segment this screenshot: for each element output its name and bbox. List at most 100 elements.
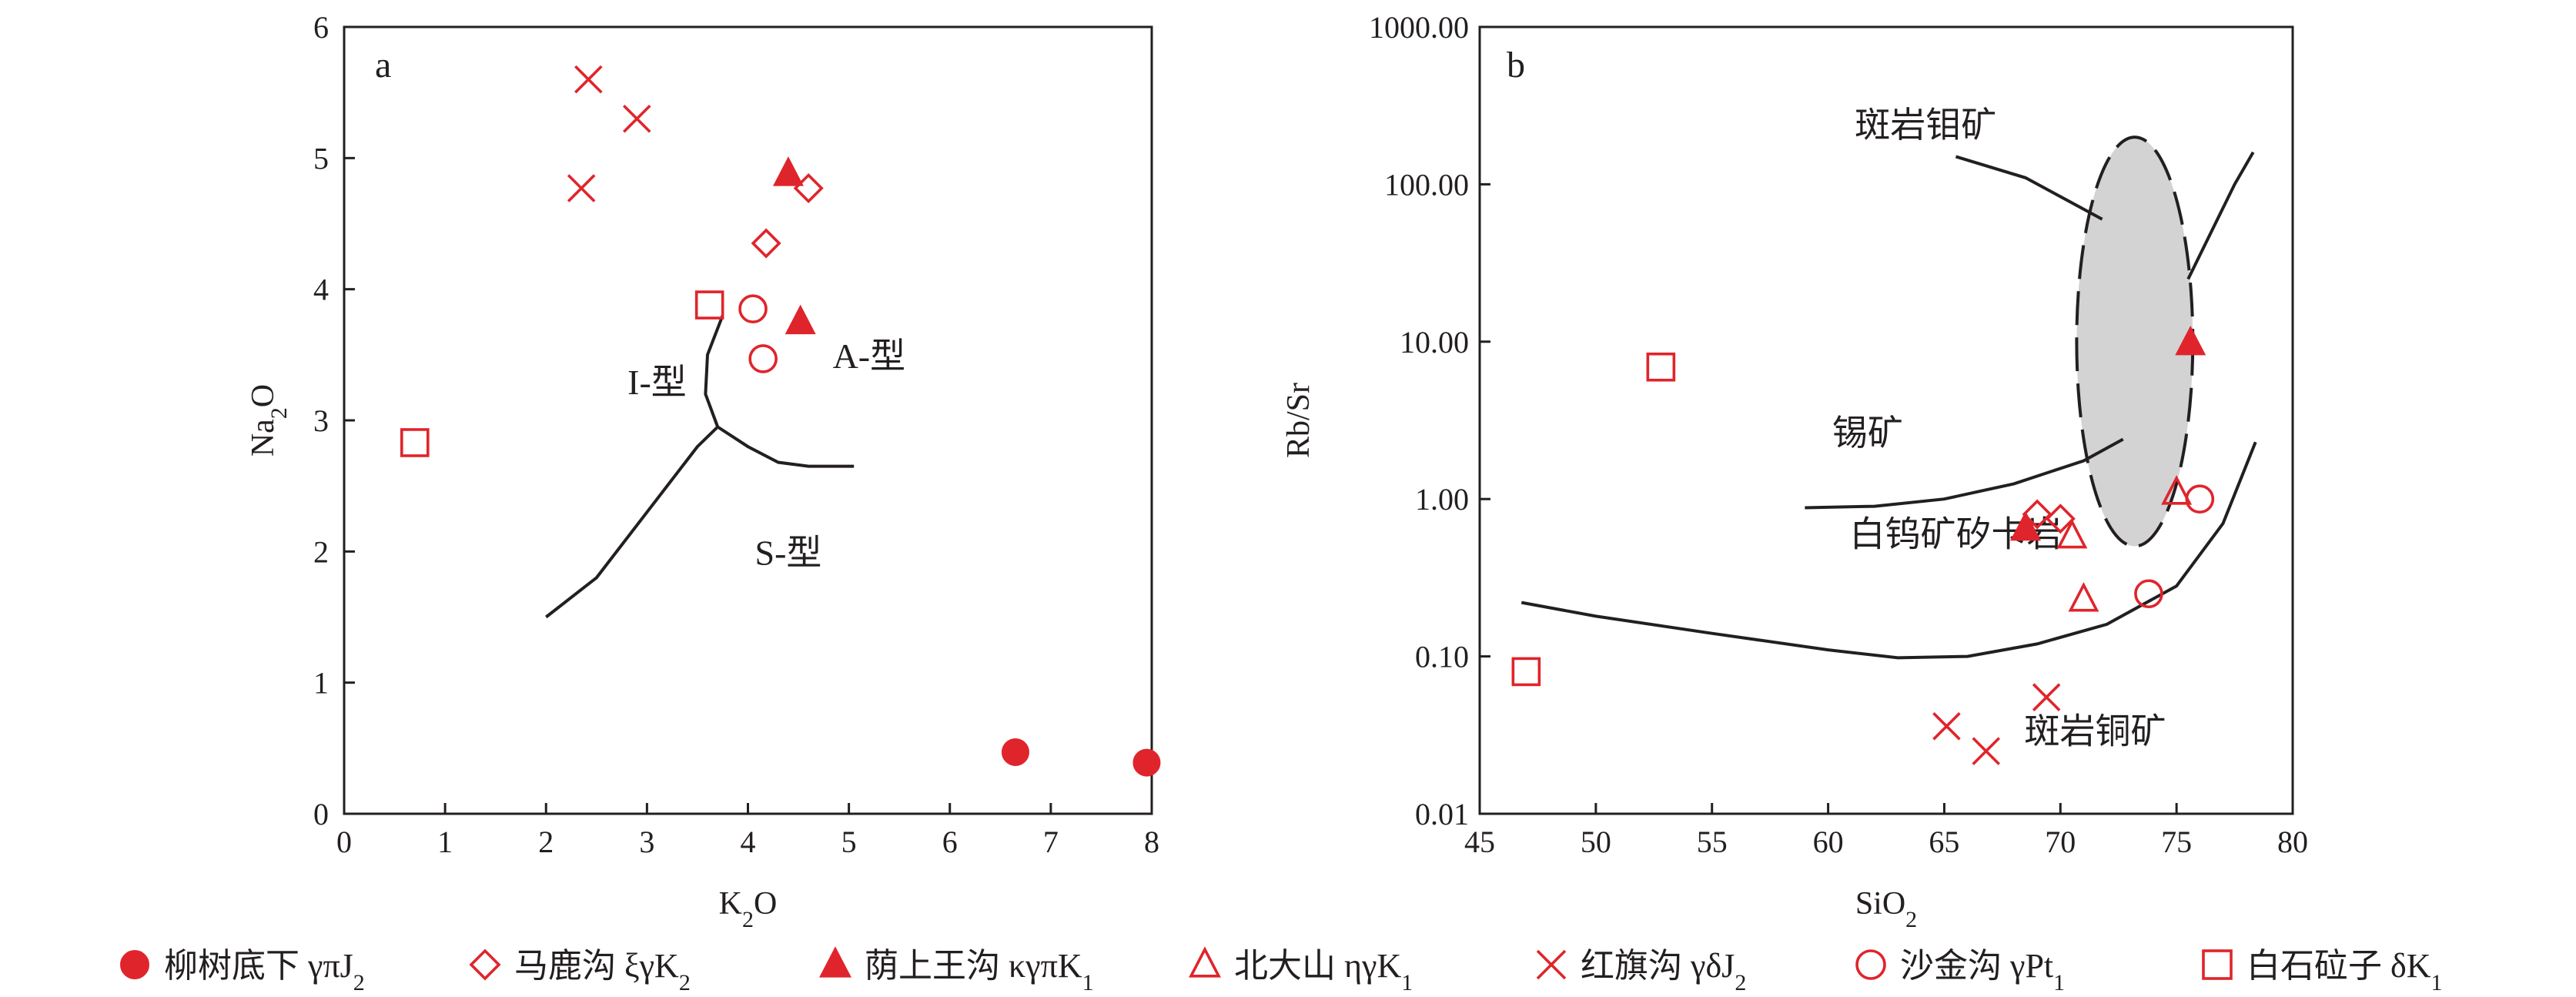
data-point-open-square xyxy=(694,290,724,320)
legend-item: 沙金沟 γPt1 xyxy=(1855,947,2065,995)
y-tick-label: 5 xyxy=(313,141,329,176)
x-tick-label: 55 xyxy=(1697,825,1728,859)
y-axis-title: Na2O xyxy=(246,384,292,457)
legend-symbol-open-diamond xyxy=(469,948,501,981)
data-point-open-square xyxy=(400,428,430,457)
region-label: 斑岩钼矿 xyxy=(1855,105,1996,145)
x-axis-title: K2O xyxy=(719,886,778,932)
x-tick-label: 70 xyxy=(2045,825,2076,859)
legend-item: 柳树底下 γπJ2 xyxy=(120,947,365,995)
y-tick-label: 0 xyxy=(313,797,329,831)
y-tick-label: 1000.00 xyxy=(1369,10,1469,45)
data-point-filled-triangle xyxy=(772,156,804,186)
region-label: S-型 xyxy=(754,533,821,572)
y-tick-label: 2 xyxy=(313,534,329,569)
region-label: 锡矿 xyxy=(1832,413,1903,453)
x-tick-label: 50 xyxy=(1581,825,1611,859)
legend-symbol-cross xyxy=(1536,949,1567,980)
field-boundary-line xyxy=(704,314,724,428)
x-tick-label: 45 xyxy=(1464,825,1495,859)
legend-symbol-filled-triangle xyxy=(819,946,851,978)
panel-letter: b xyxy=(1507,45,1525,85)
legend-item: 红旗沟 γδJ2 xyxy=(1536,947,1746,995)
data-point-filled-circle xyxy=(1132,748,1161,777)
data-point-filled-circle xyxy=(1001,738,1029,766)
plot-frame xyxy=(343,25,1153,815)
data-point-cross xyxy=(567,174,596,202)
x-tick-label: 4 xyxy=(741,825,756,859)
x-tick-label: 60 xyxy=(1813,825,1844,859)
porphyry-mo-field xyxy=(2075,135,2195,548)
x-tick-label: 75 xyxy=(2161,825,2192,859)
legend-symbol-open-square xyxy=(2202,949,2233,980)
y-tick-label: 0.01 xyxy=(1415,797,1469,831)
data-point-filled-triangle xyxy=(2010,510,2041,541)
field-boundary-line xyxy=(1521,441,2257,660)
data-point-open-circle xyxy=(738,294,768,324)
y-tick-label: 10.00 xyxy=(1400,325,1469,360)
region-label: 斑岩铜矿 xyxy=(2025,712,2166,751)
data-point-open-diamond xyxy=(751,228,781,259)
legend-label: 柳树底下 γπJ2 xyxy=(164,947,365,995)
y-tick-label: 1 xyxy=(313,666,329,701)
data-point-open-circle xyxy=(2134,579,2163,609)
legend-label: 荫上王沟 κγπK1 xyxy=(865,947,1094,995)
data-point-cross xyxy=(574,65,603,94)
data-point-cross xyxy=(1932,712,1961,741)
chart-panel-a: 0 1 2 3 4 5 6 7 8 0 1 2 3 4 5 6 K2O Na2O a I-型 A-型 S-型 xyxy=(246,10,1161,932)
x-tick-label: 65 xyxy=(1929,825,1959,859)
data-point-open-square xyxy=(1646,352,1676,382)
x-tick-label: 7 xyxy=(1043,825,1059,859)
legend-label: 红旗沟 γδJ2 xyxy=(1581,947,1746,995)
data-point-filled-triangle xyxy=(785,304,816,335)
x-tick-label: 3 xyxy=(639,825,654,859)
data-point-cross xyxy=(2032,683,2061,711)
y-tick-label: 6 xyxy=(313,10,329,45)
legend-item: 白石砬子 δK1 xyxy=(2202,947,2443,995)
legend-item: 荫上王沟 κγπK1 xyxy=(819,946,1094,995)
plot-frame xyxy=(1478,25,2294,815)
x-tick-label: 6 xyxy=(942,825,958,859)
data-point-open-circle xyxy=(2185,484,2215,514)
data-point-open-circle xyxy=(748,344,778,373)
legend-label: 北大山 ηγK1 xyxy=(1234,947,1413,995)
region-label: I-型 xyxy=(627,363,687,402)
x-tick-label: 80 xyxy=(2277,825,2308,859)
x-tick-label: 1 xyxy=(437,825,453,859)
legend-label: 马鹿沟 ξγK2 xyxy=(514,947,691,995)
y-tick-label: 1.00 xyxy=(1415,482,1469,517)
data-point-cross xyxy=(622,104,651,133)
panel-letter: a xyxy=(375,45,391,85)
legend-symbol-filled-circle xyxy=(120,950,149,979)
x-axis-title: SiO2 xyxy=(1855,886,1917,932)
chart-panel-b: 45 50 55 60 65 70 75 80 0.01 0.10 1.00 10.00 100.00 1… xyxy=(1281,10,2308,932)
data-point-open-square xyxy=(1511,657,1541,687)
legend-item: 北大山 ηγK1 xyxy=(1189,946,1413,995)
legend-symbol-open-triangle xyxy=(1189,946,1221,978)
field-boundary-line xyxy=(545,426,719,619)
data-point-open-triangle xyxy=(2068,582,2099,612)
data-point-open-diamond xyxy=(2045,504,2076,534)
y-axis-title: Rb/Sr xyxy=(1281,383,1316,458)
data-point-filled-triangle xyxy=(2175,325,2206,356)
field-boundary-line xyxy=(2186,151,2255,280)
y-tick-label: 100.00 xyxy=(1384,167,1469,202)
x-tick-label: 5 xyxy=(841,825,857,859)
legend-symbol-open-circle xyxy=(1855,949,1886,980)
field-boundary-line xyxy=(1955,155,2103,221)
legend-label: 白石砬子 δK1 xyxy=(2246,947,2443,995)
field-boundary-line xyxy=(717,425,855,468)
data-point-open-triangle xyxy=(2056,518,2088,549)
legend-item: 马鹿沟 ξγK2 xyxy=(469,947,691,995)
y-tick-label: 3 xyxy=(313,403,329,438)
legend: 柳树底下 γπJ2 马鹿沟 ξγK2 荫上王沟 κγπK1 北大山 ηγK1 红旗沟 γ… xyxy=(120,946,2443,995)
data-point-open-diamond xyxy=(2022,499,2052,530)
y-tick-label: 0.10 xyxy=(1415,640,1469,674)
region-label: A-型 xyxy=(833,336,906,376)
data-point-cross xyxy=(1972,737,2001,765)
legend-label: 沙金沟 γPt1 xyxy=(1900,947,2065,995)
x-tick-label: 0 xyxy=(336,825,352,859)
x-tick-label: 2 xyxy=(538,825,554,859)
y-tick-label: 4 xyxy=(313,273,329,307)
